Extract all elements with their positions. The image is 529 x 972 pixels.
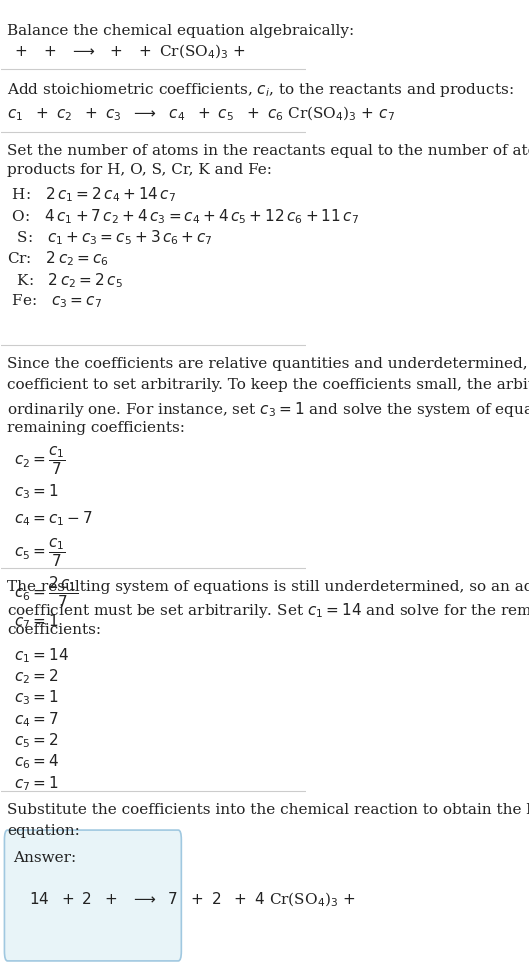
Text: $c_7 = 1$: $c_7 = 1$: [14, 774, 58, 793]
Text: Since the coefficients are relative quantities and underdetermined, choose a: Since the coefficients are relative quan…: [7, 357, 529, 371]
Text: S: $\ \ c_1 + c_3 = c_5 + 3\,c_6 + c_7$: S: $\ \ c_1 + c_3 = c_5 + 3\,c_6 + c_7$: [7, 228, 213, 247]
Text: Balance the chemical equation algebraically:: Balance the chemical equation algebraica…: [7, 23, 355, 38]
Text: coefficient must be set arbitrarily. Set $c_1 = 14$ and solve for the remaining: coefficient must be set arbitrarily. Set…: [7, 602, 529, 620]
Text: $c_1\ \ +\ c_2\ \ +\ c_3\ \ \longrightarrow\ \ c_4\ \ +\ c_5\ \ +\ c_6$ Cr(SO$_4: $c_1\ \ +\ c_2\ \ +\ c_3\ \ \longrightar…: [7, 105, 396, 123]
Text: $c_6 = \dfrac{2\,c_1}{7}$: $c_6 = \dfrac{2\,c_1}{7}$: [14, 574, 78, 610]
Text: Answer:: Answer:: [14, 851, 77, 865]
Text: Cr: $\ \ 2\,c_2 = c_6$: Cr: $\ \ 2\,c_2 = c_6$: [7, 250, 110, 268]
Text: ordinarily one. For instance, set $c_3 = 1$ and solve the system of equations fo: ordinarily one. For instance, set $c_3 =…: [7, 399, 529, 419]
Text: $c_2 = 2$: $c_2 = 2$: [14, 668, 58, 686]
Text: coefficients:: coefficients:: [7, 623, 102, 637]
Text: $c_4 = 7$: $c_4 = 7$: [14, 711, 58, 729]
FancyBboxPatch shape: [4, 830, 181, 961]
Text: coefficient to set arbitrarily. To keep the coefficients small, the arbitrary va: coefficient to set arbitrarily. To keep …: [7, 378, 529, 393]
Text: $c_4 = c_1 - 7$: $c_4 = c_1 - 7$: [14, 509, 93, 529]
Text: $c_5 = 2$: $c_5 = 2$: [14, 731, 58, 750]
Text: $c_2 = \dfrac{c_1}{7}$: $c_2 = \dfrac{c_1}{7}$: [14, 444, 66, 477]
Text: Substitute the coefficients into the chemical reaction to obtain the balanced: Substitute the coefficients into the che…: [7, 803, 529, 816]
Text: $c_1 = 14$: $c_1 = 14$: [14, 646, 68, 665]
Text: $c_5 = \dfrac{c_1}{7}$: $c_5 = \dfrac{c_1}{7}$: [14, 537, 66, 570]
Text: Add stoichiometric coefficients, $c_i$, to the reactants and products:: Add stoichiometric coefficients, $c_i$, …: [7, 81, 514, 99]
Text: products for H, O, S, Cr, K and Fe:: products for H, O, S, Cr, K and Fe:: [7, 163, 272, 177]
Text: equation:: equation:: [7, 824, 80, 838]
Text: $c_3 = 1$: $c_3 = 1$: [14, 482, 58, 502]
Text: $c_3 = 1$: $c_3 = 1$: [14, 689, 58, 708]
Text: $c_7 = 1$: $c_7 = 1$: [14, 612, 58, 632]
Text: K: $\ \ 2\,c_2 = 2\,c_5$: K: $\ \ 2\,c_2 = 2\,c_5$: [7, 271, 123, 290]
Text: Set the number of atoms in the reactants equal to the number of atoms in the: Set the number of atoms in the reactants…: [7, 144, 529, 157]
Text: O: $\ \ 4\,c_1 + 7\,c_2 + 4\,c_3 = c_4 + 4\,c_5 + 12\,c_6 + 11\,c_7$: O: $\ \ 4\,c_1 + 7\,c_2 + 4\,c_3 = c_4 +…: [7, 207, 360, 226]
Text: $14\ \ +\ 2\ \ +\ \  \longrightarrow\ \ 7\ \ +\ 2\ \ +\ 4$ Cr(SO$_4$)$_3$ $+$: $14\ \ +\ 2\ \ +\ \ \longrightarrow\ \ 7…: [29, 890, 355, 909]
Text: $\ +\ \ +\ \  \longrightarrow\ \ +\ \ +$ Cr(SO$_4$)$_3$ $+$: $\ +\ \ +\ \ \longrightarrow\ \ +\ \ +$ …: [7, 43, 246, 61]
Text: The resulting system of equations is still underdetermined, so an additional: The resulting system of equations is sti…: [7, 580, 529, 594]
Text: $c_6 = 4$: $c_6 = 4$: [14, 752, 59, 772]
Text: Fe: $\ \ c_3 = c_7$: Fe: $\ \ c_3 = c_7$: [7, 293, 103, 310]
Text: H: $\ \ 2\,c_1 = 2\,c_4 + 14\,c_7$: H: $\ \ 2\,c_1 = 2\,c_4 + 14\,c_7$: [7, 186, 177, 204]
Text: remaining coefficients:: remaining coefficients:: [7, 421, 186, 435]
